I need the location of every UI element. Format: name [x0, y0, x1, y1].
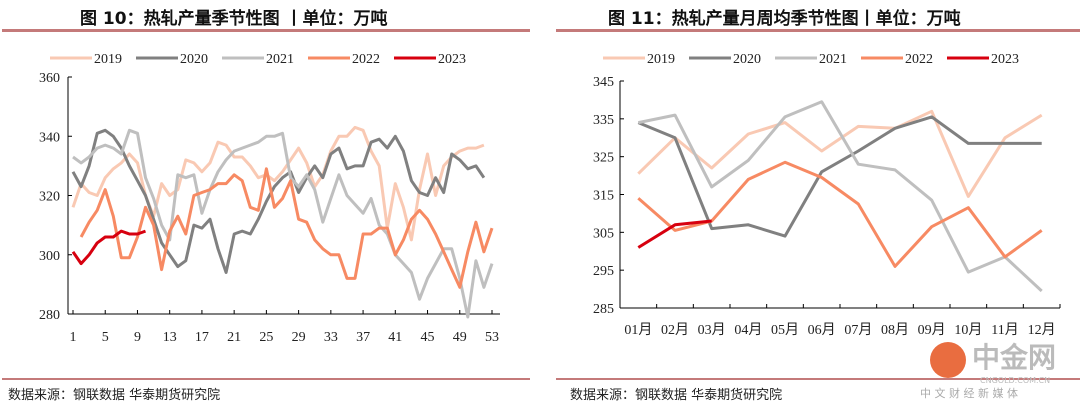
- chart2-bottom-rule: [556, 378, 1080, 380]
- chart1-x-tick-label: 33: [324, 330, 338, 345]
- chart1-x-tick-label: 5: [102, 330, 109, 345]
- chart2-top-rule: [556, 29, 1080, 32]
- legend-label-2022: 2022: [352, 52, 380, 67]
- legend-label-2023: 2023: [991, 52, 1019, 67]
- chart1-y-tick-label: 280: [39, 308, 60, 323]
- chart1-x-tick-label: 9: [134, 330, 141, 345]
- logo-icon: [930, 342, 966, 378]
- chart2-x-tick-label: 03月: [698, 322, 726, 338]
- chart1-bottom-rule: [2, 378, 530, 380]
- chart2-x-tick-label: 02月: [661, 322, 689, 338]
- legend-label-2019: 2019: [647, 52, 675, 67]
- chart2-source: 数据来源：钢联数据 华泰期货研究院: [570, 388, 783, 403]
- chart1-series-2020: [71, 128, 486, 274]
- chart2-y-tick-label: 335: [593, 113, 614, 128]
- chart1-series-2021: [72, 128, 494, 319]
- chart2-x-tick-label: 04月: [734, 322, 762, 338]
- chart1-x-tick-label: 17: [195, 330, 209, 345]
- chart1-x-tick-label: 45: [421, 330, 435, 345]
- chart1-x-tick-label: 29: [292, 330, 306, 345]
- chart2-title: 图 11：热轧产量月周均季节性图丨单位：万吨: [608, 9, 961, 29]
- legend-label-2019: 2019: [94, 52, 122, 67]
- legend-label-2022: 2022: [905, 52, 933, 67]
- chart1-source: 数据来源：钢联数据 华泰期货研究院: [8, 388, 221, 403]
- chart1-series-2022: [79, 167, 494, 289]
- watermark-domain: CNGOLD.COM.CN: [980, 376, 1051, 385]
- chart1-y-tick-label: 340: [39, 130, 60, 145]
- chart1-x-tick-label: 1: [70, 330, 77, 345]
- chart1-top-rule: [2, 29, 530, 32]
- chart2-x-tick-label: 07月: [844, 322, 872, 338]
- chart2-x-tick-label: 08月: [881, 322, 909, 338]
- legend-label-2020: 2020: [733, 52, 761, 67]
- chart2-series-2020: [637, 115, 1042, 238]
- chart2-series-2023: [637, 219, 712, 249]
- chart2-x-tick-label: 05月: [771, 322, 799, 338]
- chart1-x-tick-label: 25: [259, 330, 273, 345]
- chart1-y-tick-label: 300: [39, 249, 60, 264]
- chart1-x-tick-label: 49: [453, 330, 467, 345]
- chart2-y-tick-label: 295: [593, 264, 614, 279]
- chart2-x-tick-label: 10月: [954, 322, 982, 338]
- chart2-x-tick-label: 06月: [808, 322, 836, 338]
- chart1-series-2023: [71, 229, 147, 266]
- watermark-name: 中金网: [972, 341, 1057, 374]
- chart2-y-tick-label: 315: [593, 189, 614, 204]
- watermark-logo: 中金网 CNGOLD.COM.CN 中 文 财 经 新 媒 体: [920, 342, 1080, 407]
- chart2-y-tick-label: 345: [593, 75, 614, 90]
- chart2-series-2021: [637, 100, 1043, 293]
- chart1-x-tick-label: 21: [227, 330, 241, 345]
- legend-label-2021: 2021: [266, 52, 294, 67]
- chart1-x-tick-label: 37: [356, 330, 370, 345]
- legend-label-2020: 2020: [180, 52, 208, 67]
- chart1-x-tick-label: 13: [163, 330, 177, 345]
- chart2-x-tick-label: 01月: [624, 322, 652, 338]
- watermark-tagline: 中 文 财 经 新 媒 体: [920, 387, 1018, 400]
- chart1-title: 图 10：热轧产量季节性图 丨单位：万吨: [80, 9, 388, 29]
- chart2-y-tick-label: 305: [593, 226, 614, 241]
- chart2-x-tick-label: 09月: [918, 322, 946, 338]
- legend-label-2023: 2023: [438, 52, 466, 67]
- chart2-x-tick-label: 12月: [1028, 322, 1056, 338]
- chart1-x-tick-label: 41: [388, 330, 402, 345]
- chart1-y-tick-label: 360: [39, 71, 60, 86]
- chart2-x-tick-label: 11月: [991, 322, 1018, 338]
- legend-label-2021: 2021: [819, 52, 847, 67]
- chart1-x-tick-label: 53: [485, 330, 499, 345]
- chart2-y-tick-label: 285: [593, 302, 614, 317]
- chart1-y-tick-label: 320: [39, 190, 60, 205]
- chart2-y-tick-label: 325: [593, 151, 614, 166]
- chart2-series-2019: [637, 109, 1043, 198]
